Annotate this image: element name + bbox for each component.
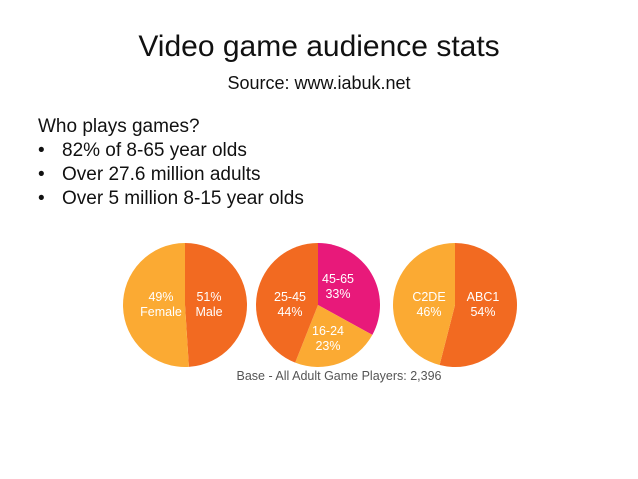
pie-slice-16-24 bbox=[295, 305, 373, 367]
bullet-icon: • bbox=[38, 188, 45, 209]
bullet-text: 82% of 8-65 year olds bbox=[62, 140, 247, 161]
bullet-list: Who plays games? • 82% of 8-65 year olds … bbox=[38, 115, 304, 211]
bullet-icon: • bbox=[38, 164, 45, 185]
pie-slice-abc1 bbox=[439, 243, 517, 367]
slice-label: 45-65 33% bbox=[322, 272, 354, 301]
slide-title: Video game audience stats bbox=[138, 30, 500, 63]
slice-label: 51% Male bbox=[195, 290, 222, 319]
pie-slice-45-65 bbox=[318, 243, 380, 335]
pie-slice-25-45 bbox=[256, 243, 318, 363]
bullet-text: Over 27.6 million adults bbox=[62, 164, 261, 185]
bullet-item: • Over 27.6 million adults bbox=[38, 163, 304, 187]
slice-label: C2DE 46% bbox=[412, 290, 445, 319]
pie-slice-c2de bbox=[392, 243, 455, 366]
slice-label: 25-45 44% bbox=[274, 290, 306, 319]
slice-label: ABC1 54% bbox=[467, 290, 500, 319]
pie-slice-male bbox=[122, 243, 189, 368]
pie-slice-female bbox=[185, 243, 247, 367]
slide-subtitle: Source: www.iabuk.net bbox=[227, 73, 411, 93]
bullet-text: Over 5 million 8-15 year olds bbox=[62, 188, 304, 209]
slice-label: 49% Female bbox=[140, 290, 182, 319]
bullet-item: • 82% of 8-65 year olds bbox=[38, 139, 304, 163]
slice-label: 16-24 23% bbox=[312, 324, 344, 353]
bullet-icon: • bbox=[38, 140, 45, 161]
bullet-heading: Who plays games? bbox=[38, 116, 200, 137]
chart-caption: Base - All Adult Game Players: 2,396 bbox=[236, 369, 442, 383]
bullet-item: • Over 5 million 8-15 year olds bbox=[38, 187, 304, 211]
